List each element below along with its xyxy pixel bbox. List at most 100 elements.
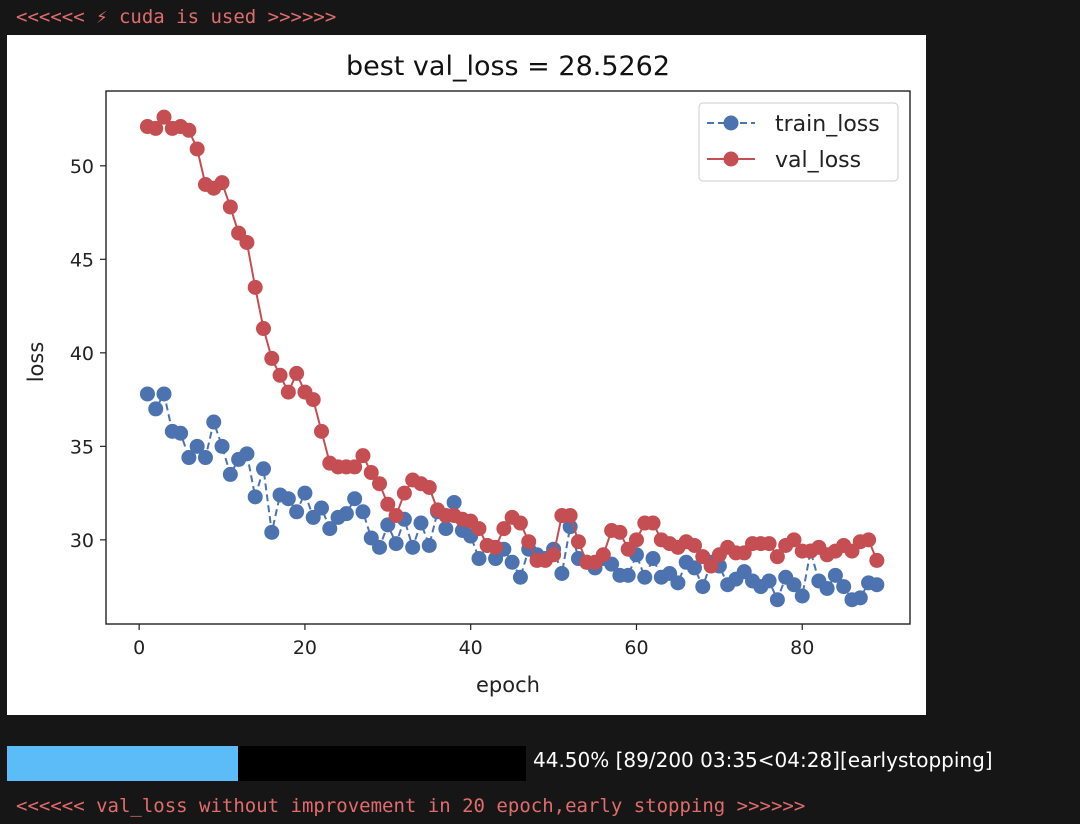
val-loss-point — [372, 476, 388, 492]
train-loss-point — [338, 506, 354, 522]
val-loss-point — [264, 350, 280, 366]
train-loss-point — [314, 500, 330, 516]
val-loss-point — [512, 515, 528, 531]
loss-chart: best val_loss = 28.5262 0 20 40 60 80 30 35 40… — [24, 51, 911, 697]
val-loss-point — [388, 508, 404, 524]
train-loss-point — [819, 580, 835, 596]
val-loss-point — [769, 549, 785, 565]
early-stopping-log: <<<<<< val_loss without improvement in 2… — [16, 795, 806, 817]
train-loss-point — [769, 592, 785, 608]
train-loss-point — [620, 567, 636, 583]
val-loss-point — [396, 485, 412, 501]
train-loss-point — [347, 491, 363, 507]
legend-val-loss-marker — [723, 151, 739, 167]
cuda-status-log: <<<<<< ⚡ cuda is used >>>>>> — [16, 6, 337, 28]
train-loss-point — [405, 539, 421, 555]
train-loss-point — [197, 450, 213, 466]
legend-train-loss-marker — [723, 115, 739, 131]
y-axis-label: loss — [24, 342, 48, 383]
val-loss-point — [612, 524, 628, 540]
train-loss-point — [786, 577, 802, 593]
train-loss-point — [355, 504, 371, 520]
train-loss-point — [645, 551, 661, 567]
val-loss-point — [421, 479, 437, 495]
train-loss-point — [686, 560, 702, 576]
train-loss-point — [836, 579, 852, 595]
chart-title: best val_loss = 28.5262 — [346, 51, 670, 82]
val-loss-point — [471, 521, 487, 537]
val-loss-point — [686, 537, 702, 553]
val-loss-point — [347, 459, 363, 475]
val-loss-point — [148, 120, 164, 136]
train-loss-point — [173, 425, 189, 441]
legend-val-loss-label: val_loss — [775, 148, 861, 173]
train-loss-point — [471, 551, 487, 567]
train-loss-point — [504, 554, 520, 570]
progress-bar-fill — [7, 746, 238, 781]
val-loss-point — [247, 279, 263, 295]
val-loss-point — [314, 423, 330, 439]
plot-area — [139, 109, 885, 608]
train-loss-point — [289, 504, 305, 520]
x-tick-label: 80 — [790, 637, 814, 659]
val-loss-point — [645, 515, 661, 531]
x-axis: 0 20 40 60 80 — [133, 624, 814, 659]
val-loss-point — [496, 521, 512, 537]
val-loss-point — [239, 234, 255, 250]
train-loss-point — [761, 573, 777, 589]
x-axis-label: epoch — [476, 673, 540, 697]
train-loss-point — [247, 489, 263, 505]
train-loss-point — [388, 536, 404, 552]
train-loss-point — [222, 466, 238, 482]
y-tick-label: 50 — [70, 156, 94, 178]
train-loss-point — [413, 515, 429, 531]
train-loss-point — [827, 567, 843, 583]
plot-frame — [105, 90, 911, 625]
train-loss-point — [372, 539, 388, 555]
legend-box — [698, 102, 899, 182]
train-loss-point — [637, 569, 653, 585]
val-loss-point — [289, 365, 305, 381]
train-loss-point — [189, 438, 205, 454]
val-loss-point — [861, 532, 877, 548]
val-loss-point — [272, 367, 288, 383]
loss-plot-panel: best val_loss = 28.5262 0 20 40 60 80 30 35 40… — [7, 35, 926, 715]
train-loss-point — [794, 588, 810, 604]
val-loss-point — [255, 321, 271, 337]
val-loss-point — [546, 547, 562, 563]
val-loss-point — [628, 532, 644, 548]
train-loss-point — [421, 537, 437, 553]
train-loss-point — [264, 524, 280, 540]
val-loss-point — [562, 508, 578, 524]
val-loss-point — [488, 539, 504, 555]
val-loss-point — [355, 448, 371, 464]
train-loss-point — [239, 446, 255, 462]
legend-train-loss-label: train_loss — [775, 112, 880, 137]
train-loss-point — [206, 414, 222, 430]
x-tick-label: 40 — [459, 637, 483, 659]
val-loss-point — [595, 547, 611, 563]
train-loss-point — [554, 566, 570, 582]
progress-status-text: 44.50% [89/200 03:35<04:28][earlystoppin… — [533, 748, 993, 772]
x-tick-label: 60 — [624, 637, 648, 659]
train-loss-point — [852, 590, 868, 606]
progress-bar — [7, 746, 526, 781]
train-loss-point — [181, 450, 197, 466]
val-loss-point — [380, 496, 396, 512]
train-loss-point — [695, 579, 711, 595]
y-axis: 30 35 40 45 50 — [70, 156, 106, 552]
train-loss-point — [446, 494, 462, 510]
train-loss-point — [156, 386, 172, 402]
train-loss-point — [512, 569, 528, 585]
val-loss-point — [156, 109, 172, 125]
train-loss-point — [214, 438, 230, 454]
val-loss-point — [222, 199, 238, 215]
train-loss-point — [438, 521, 454, 537]
x-tick-label: 0 — [133, 637, 145, 659]
x-tick-label: 20 — [293, 637, 317, 659]
train-loss-point — [869, 577, 885, 593]
val-loss-point — [305, 392, 321, 408]
train-loss-point — [297, 485, 313, 501]
train-loss-point — [670, 575, 686, 591]
y-tick-label: 45 — [70, 249, 94, 271]
